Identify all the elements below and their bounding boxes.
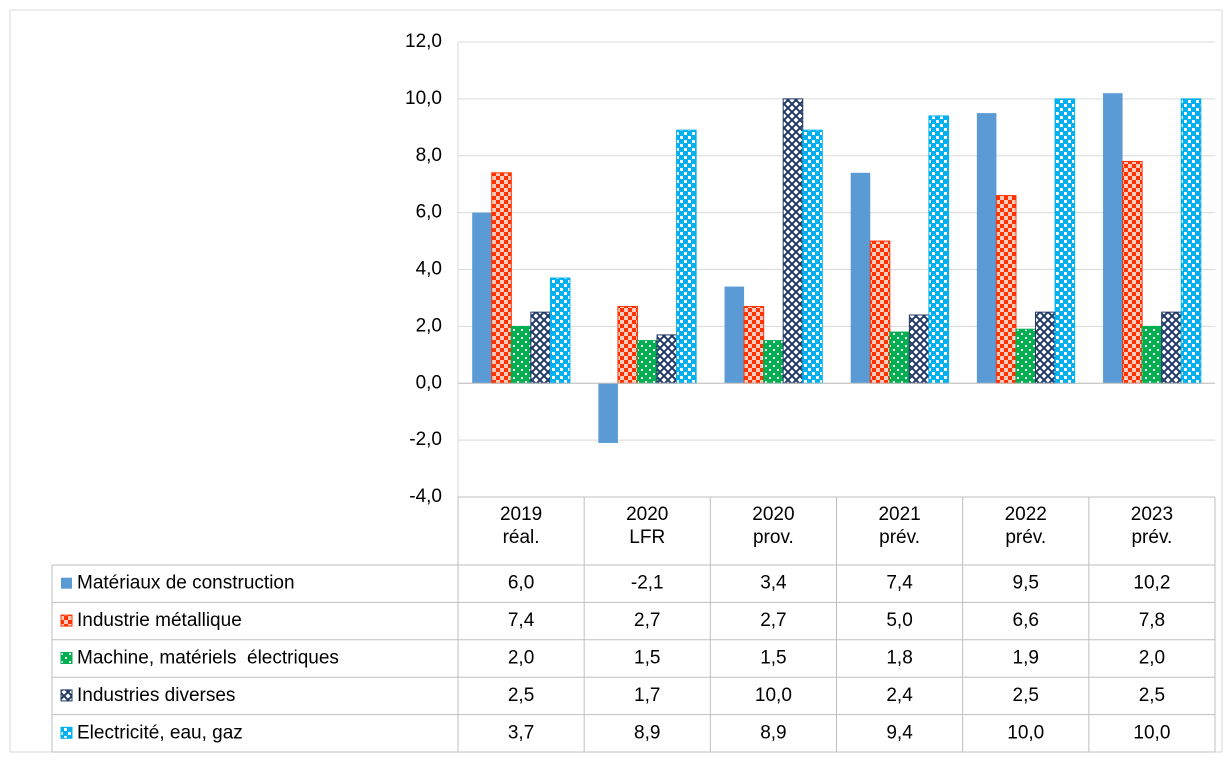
bar: [617, 305, 638, 384]
y-tick-label: 12,0: [405, 31, 442, 52]
legend-key: [60, 726, 73, 739]
bar: [782, 98, 804, 384]
y-tick-label: 8,0: [416, 145, 442, 166]
table-value: 3,4: [760, 573, 787, 594]
bar: [908, 314, 930, 384]
bar: [743, 305, 765, 384]
legend-key: [61, 577, 72, 589]
table-value: 2,5: [1139, 685, 1165, 706]
bar: [928, 115, 949, 384]
table-value: 1,5: [760, 648, 786, 669]
y-tick-label: 0,0: [416, 372, 442, 393]
table-value: 7,4: [508, 610, 535, 631]
table-value: 7,4: [886, 573, 913, 594]
legend-label: Industries diverses: [77, 685, 235, 706]
table-value: -2,1: [631, 573, 664, 594]
table-value: 10,0: [755, 685, 792, 706]
table-value: 10,0: [1007, 722, 1044, 743]
table-value: 2,4: [886, 685, 913, 706]
bar: [1015, 328, 1037, 384]
legend-key: [60, 652, 73, 664]
legend-key: [60, 689, 73, 702]
bar: [491, 172, 512, 384]
legend-label: Electricité, eau, gaz: [77, 722, 243, 743]
table-value: 8,9: [634, 722, 660, 743]
table-value: 1,7: [634, 685, 660, 706]
y-tick-label: 2,0: [416, 315, 442, 336]
legend-key: [60, 614, 73, 627]
y-tick-label: -2,0: [409, 429, 442, 450]
table-value: 2,0: [1139, 648, 1165, 669]
bar: [1141, 325, 1163, 384]
y-tick-label: 10,0: [405, 88, 442, 109]
bar: [636, 340, 658, 384]
table-value: 9,5: [1013, 573, 1039, 594]
bar: [598, 383, 618, 443]
bar: [676, 129, 697, 384]
table-value: 7,8: [1139, 610, 1165, 631]
y-tick-label: 6,0: [416, 202, 442, 223]
table-value: 8,9: [760, 722, 786, 743]
table-value: 2,7: [760, 610, 786, 631]
table-value: 6,6: [1013, 610, 1039, 631]
table-value: 6,0: [508, 573, 534, 594]
category-label: 2022 prév.: [1004, 504, 1047, 548]
y-tick-label: -4,0: [409, 486, 442, 507]
bar: [869, 240, 891, 384]
legend-label: Machine, matériels électriques: [77, 648, 339, 669]
legend-label: Matériaux de construction: [77, 573, 295, 594]
bar: [530, 311, 551, 384]
bar: [472, 212, 492, 384]
y-tick-label: 4,0: [416, 259, 442, 280]
bar: [1103, 93, 1123, 384]
table-value: 3,7: [508, 722, 534, 743]
bar: [802, 129, 823, 384]
table-value: 2,5: [508, 685, 534, 706]
bar: [889, 331, 910, 384]
bar: [995, 195, 1017, 384]
table-value: 2,7: [634, 610, 660, 631]
bar: [1054, 98, 1076, 384]
table-value: 1,9: [1013, 648, 1039, 669]
bar: [763, 340, 784, 384]
bar: [976, 113, 997, 384]
table-value: 2,0: [508, 648, 534, 669]
table-value: 1,5: [634, 648, 660, 669]
bar: [1161, 311, 1182, 384]
bar: [1122, 160, 1143, 384]
bar: [850, 172, 871, 384]
category-label: 2019 réal.: [499, 504, 543, 548]
bar: [510, 325, 532, 384]
category-label: 2020 prov.: [752, 504, 795, 548]
table-value: 10,2: [1133, 573, 1170, 594]
table-value: 10,0: [1133, 722, 1170, 743]
category-label: 2023 prév.: [1130, 504, 1174, 548]
table-value: 2,5: [1013, 685, 1039, 706]
bar: [656, 334, 678, 384]
table-value: 1,8: [886, 648, 912, 669]
category-label: 2021 prév.: [878, 504, 921, 548]
bar: [1035, 311, 1056, 384]
table-value: 5,0: [886, 610, 912, 631]
bar: [549, 277, 571, 384]
category-label: 2020 LFR: [626, 504, 669, 548]
bar: [724, 286, 745, 384]
bar: [1180, 98, 1202, 384]
legend-label: Industrie métallique: [77, 610, 242, 631]
table-value: 9,4: [886, 722, 913, 743]
